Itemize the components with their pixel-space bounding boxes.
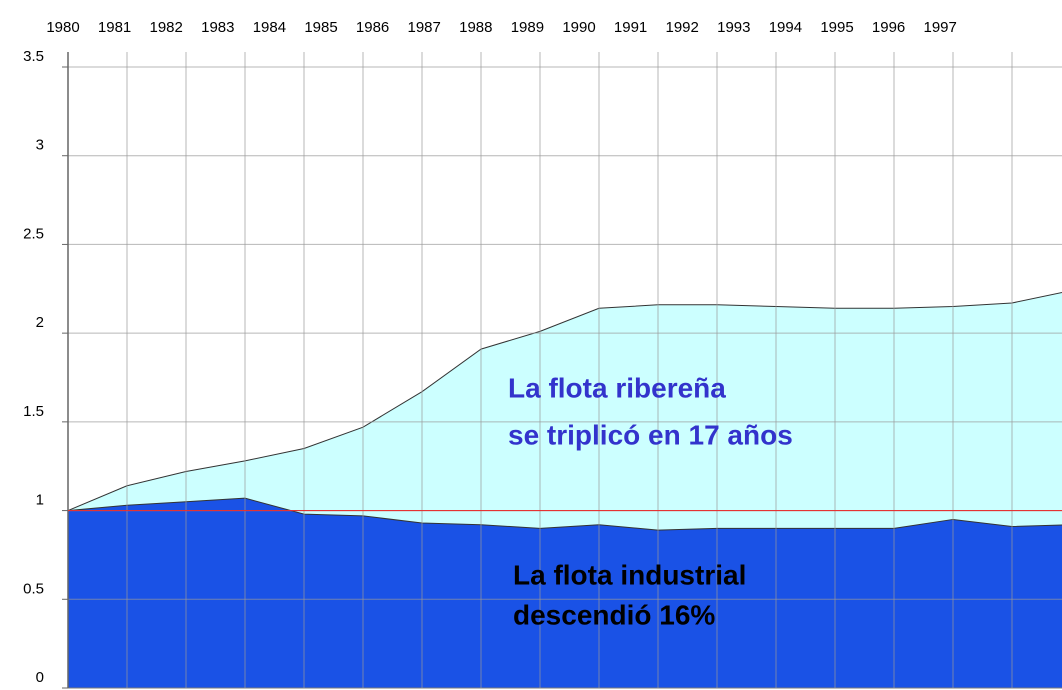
x-tick-label: 1995 <box>820 19 853 36</box>
x-tick-label: 1997 <box>924 19 957 36</box>
x-tick-label: 1992 <box>666 19 699 36</box>
x-tick-label: 1991 <box>614 19 647 36</box>
area <box>67 497 1062 689</box>
x-tick-label: 1986 <box>356 19 389 36</box>
y-tick-label: 1.5 <box>23 403 44 420</box>
x-tick-label: 1982 <box>150 19 183 36</box>
annotation: se triplicó en 17 años <box>508 419 793 450</box>
y-tick-label: 2.5 <box>23 225 44 242</box>
x-tick-label: 1990 <box>562 19 595 36</box>
x-tick-label: 1980 <box>46 19 79 36</box>
y-tick-label: 3.5 <box>23 48 44 65</box>
annotation: descendió 16% <box>513 599 715 630</box>
y-tick-label: 1 <box>36 492 44 509</box>
x-tick-label: 1996 <box>872 19 905 36</box>
x-tick-label: 1994 <box>769 19 802 36</box>
x-tick-label: 1981 <box>98 19 131 36</box>
x-tick-label: 1993 <box>717 19 750 36</box>
x-tick-label: 1985 <box>304 19 337 36</box>
y-tick-label: 2 <box>36 314 44 331</box>
annotation: La flota industrial <box>513 559 746 590</box>
y-tick-label: 0 <box>36 669 44 686</box>
y-tick-label: 3 <box>36 137 44 154</box>
y-tick-label: 0.5 <box>23 580 44 597</box>
annotation: La flota ribereña <box>508 372 726 403</box>
x-tick-label: 1984 <box>253 19 286 36</box>
x-tick-label: 1989 <box>511 19 544 36</box>
x-tick-label: 1983 <box>201 19 234 36</box>
x-tick-label: 1988 <box>459 19 492 36</box>
x-tick-label: 1987 <box>408 19 441 36</box>
